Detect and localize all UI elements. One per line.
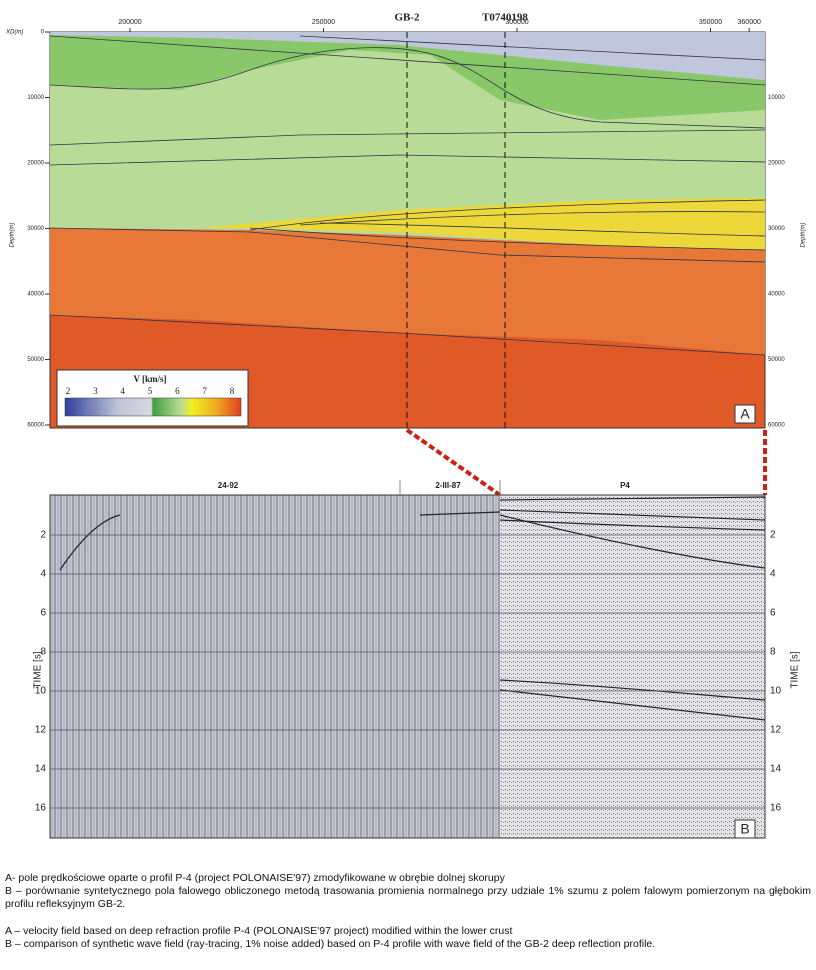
legend: V [km/s] xyxy=(56,369,249,427)
legend-tick-label: 7 xyxy=(202,386,207,396)
y-tick-label: 6 xyxy=(770,608,776,619)
y-tick-label: 30000 xyxy=(768,226,785,232)
y-tick-label: 50000 xyxy=(768,357,785,363)
y-tick-label: 4 xyxy=(770,569,776,580)
y-tick-label: 10000 xyxy=(27,95,44,101)
y-tick-label: 16 xyxy=(770,803,782,814)
panel-label: B xyxy=(740,821,749,837)
x-tick-label: 300000 xyxy=(505,19,528,26)
caption: A- pole prędkościowe oparte o profil P-4… xyxy=(5,872,505,884)
y-tick-label: 6 xyxy=(40,608,46,619)
legend-title: V [km/s] xyxy=(133,374,166,384)
section-label: P4 xyxy=(620,481,630,490)
y-axis-label: TIME [s] xyxy=(33,651,44,688)
panel-label-box xyxy=(734,819,756,839)
legend-tick-label: 4 xyxy=(120,386,125,396)
y-tick-label: 10000 xyxy=(768,95,785,101)
y-tick-label: 2 xyxy=(770,530,776,541)
y-tick-label: 10 xyxy=(35,686,47,697)
seismic-section xyxy=(49,480,766,839)
caption: A – velocity field based on deep refract… xyxy=(5,925,513,937)
x-tick-label: 200000 xyxy=(118,19,141,26)
y-tick-label: 4 xyxy=(40,569,46,580)
velocity-model xyxy=(49,31,766,429)
legend-tick-label: 3 xyxy=(93,386,98,396)
y-tick-label: 20000 xyxy=(27,161,44,167)
y-tick-label: 14 xyxy=(770,764,782,775)
section-label: 24-92 xyxy=(218,481,239,490)
y-tick-label: 60000 xyxy=(768,423,785,429)
y-axis-label: Depth(m) xyxy=(10,222,16,247)
y-tick-label: 8 xyxy=(40,647,46,658)
y-tick-label: 40000 xyxy=(27,292,44,298)
y-tick-label: 16 xyxy=(35,803,47,814)
y-tick-label: 12 xyxy=(35,725,47,736)
x-axis-label: XD(m) xyxy=(5,30,23,36)
marker-label: T0740198 xyxy=(482,12,528,24)
marker-label: GB-2 xyxy=(394,12,420,24)
legend-tick-label: 6 xyxy=(175,386,180,396)
y-axis-label: Depth(m) xyxy=(801,222,807,247)
legend-tick-label: 5 xyxy=(148,386,153,396)
x-tick-label: 250000 xyxy=(312,19,335,26)
legend-tick-label: 8 xyxy=(230,386,235,396)
panel-label: A xyxy=(740,406,750,422)
y-tick-label: 20000 xyxy=(768,161,785,167)
y-tick-label: 30000 xyxy=(27,226,44,232)
y-tick-label: 50000 xyxy=(27,357,44,363)
y-axis-label: TIME [s] xyxy=(790,651,801,688)
caption: B – porównanie syntetycznego pola falowe… xyxy=(5,885,811,910)
x-tick-label: 350000 xyxy=(699,19,722,26)
y-tick-label: 12 xyxy=(770,725,782,736)
connector xyxy=(405,428,767,497)
y-tick-label: 8 xyxy=(770,647,776,658)
section-label: 2-III-87 xyxy=(435,481,461,490)
y-tick-label: 10 xyxy=(770,686,782,697)
figure: GB-2 T0740198 XD(m) Depth(m) Depth(m) V … xyxy=(5,12,807,839)
y-tick-label: 40000 xyxy=(768,292,785,298)
panel-label-box xyxy=(734,404,756,424)
y-tick-label: 14 xyxy=(35,764,47,775)
y-tick-label: 60000 xyxy=(27,423,44,429)
caption: B – comparison of synthetic wave field (… xyxy=(5,938,656,950)
x-tick-label: 360000 xyxy=(738,19,761,26)
y-tick-label: 2 xyxy=(40,530,46,541)
legend-tick-label: 2 xyxy=(66,386,71,396)
y-tick-label: 0 xyxy=(41,30,45,36)
